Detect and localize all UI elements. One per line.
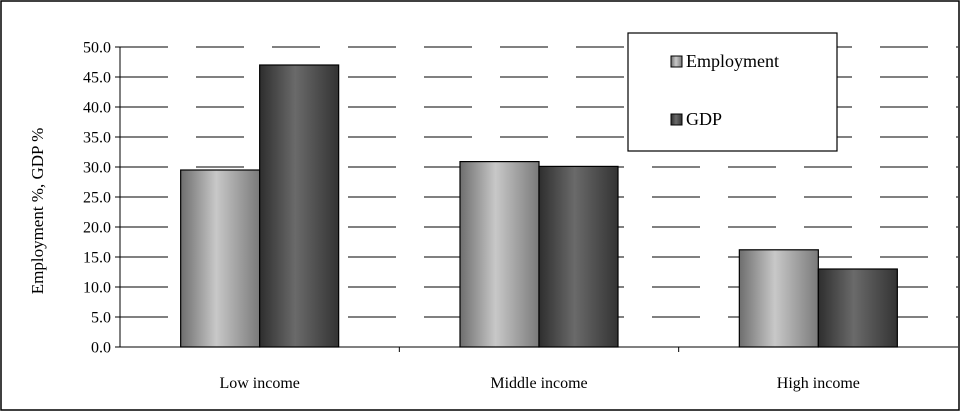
x-tick-label: Middle income — [490, 375, 587, 392]
legend: Employment GDP — [627, 32, 838, 152]
axes: 0.0 5.0 10.0 15.0 20.0 25.0 30.0 35.0 40.0 45.0 50… — [83, 40, 958, 392]
x-tick-label: High income — [777, 375, 860, 392]
y-tick-label: 0.0 — [91, 340, 111, 357]
y-tick-label: 10.0 — [83, 280, 111, 297]
bar-gdp-middle-income — [538, 165, 619, 348]
legend-swatch-employment — [670, 55, 683, 68]
bar-employment-middle-income — [459, 161, 540, 348]
bars — [180, 64, 898, 348]
legend-swatch-gdp — [670, 113, 683, 126]
bar-employment-high-income — [738, 249, 819, 348]
y-tick-label: 30.0 — [83, 160, 111, 177]
bar-employment-low-income — [180, 169, 261, 348]
legend-label-employment: Employment — [686, 51, 779, 71]
y-tick-label: 40.0 — [83, 100, 111, 117]
y-tick-label: 15.0 — [83, 250, 111, 267]
y-tick-label: 45.0 — [83, 70, 111, 87]
y-axis-title: Employment %, GDP % — [28, 128, 47, 295]
y-tick-label: 50.0 — [83, 40, 111, 57]
y-tick-label: 35.0 — [83, 130, 111, 147]
bar-gdp-high-income — [817, 268, 898, 348]
y-tick-label: 25.0 — [83, 190, 111, 207]
legend-box — [627, 32, 838, 152]
legend-label-gdp: GDP — [686, 109, 722, 129]
bar-gdp-low-income — [259, 64, 340, 348]
y-tick-label: 20.0 — [83, 220, 111, 237]
x-tick-label: Low income — [219, 375, 299, 392]
y-tick-label: 5.0 — [91, 310, 111, 327]
